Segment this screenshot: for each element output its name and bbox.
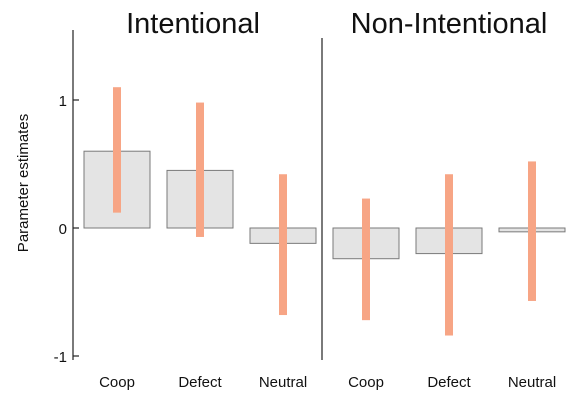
category-label: Defect [178,374,222,391]
y-tick-label: 1 [59,93,67,110]
panel: Non-Intentional Coop Defect Neutral [332,8,566,391]
panel: Intentional Coop Defect Neutral [83,8,317,391]
category-label: Coop [99,374,135,391]
category-label: Coop [348,374,384,391]
error-bar [113,87,121,213]
category-label: Neutral [259,374,307,391]
y-ticks: -1 0 1 [54,93,79,366]
error-bar [279,174,287,316]
panel-title: Non-Intentional [351,8,548,40]
error-bar [445,174,453,336]
y-tick-label: 0 [59,221,67,238]
category-label: Defect [427,374,471,391]
error-bar [528,161,536,301]
y-axis-label: Parameter estimates [15,114,32,252]
panel-title: Intentional [126,8,260,40]
category-label: Neutral [508,374,556,391]
error-bar [196,102,204,237]
error-bar [362,198,370,321]
y-tick-label: -1 [54,349,67,366]
